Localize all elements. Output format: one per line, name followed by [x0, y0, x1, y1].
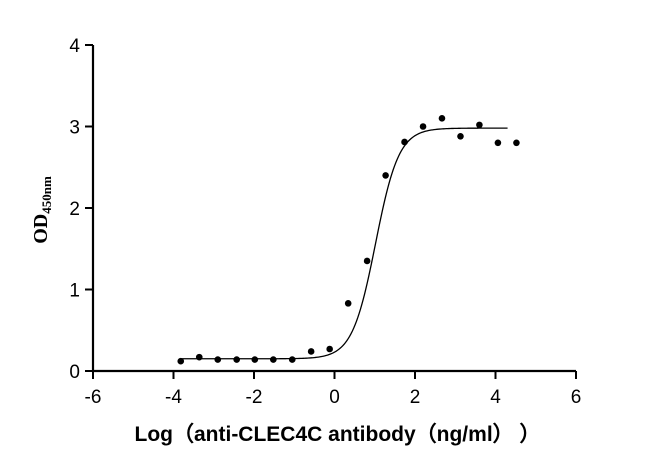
- data-point: [214, 356, 222, 363]
- y-axis-ticks: 0 1 2 3 4: [69, 36, 93, 383]
- x-axis-label: Log（anti-CLEC4C antibody（ng/ml） ）: [135, 422, 541, 446]
- y-tick-label: 0: [69, 362, 80, 383]
- data-point: [438, 115, 446, 122]
- x-tick-label: 6: [571, 387, 582, 408]
- data-point: [326, 345, 333, 353]
- data-point: [476, 121, 483, 129]
- x-tick-label: -2: [246, 387, 263, 408]
- x-tick-label: 4: [490, 387, 501, 408]
- data-point: [401, 138, 408, 146]
- y-axis-label: OD450nm: [30, 176, 54, 244]
- y-axis-label-subscript: 450nm: [39, 176, 54, 214]
- x-axis-ticks: -6 -4 -2 0 2 4 6: [85, 371, 582, 408]
- data-point: [307, 348, 315, 355]
- y-axis-label-main: OD: [30, 214, 52, 244]
- data-point: [513, 139, 520, 147]
- x-tick-label: 2: [410, 387, 421, 408]
- data-points: [177, 115, 520, 365]
- data-point: [288, 356, 296, 363]
- data-point: [457, 132, 464, 140]
- data-point: [195, 353, 203, 361]
- x-tick-label: -6: [85, 387, 102, 408]
- data-point: [494, 139, 502, 147]
- data-point: [419, 123, 427, 130]
- data-point: [344, 300, 352, 307]
- data-point: [233, 356, 240, 363]
- y-tick-label: 2: [69, 199, 80, 220]
- data-point: [177, 357, 185, 365]
- x-tick-label: -4: [165, 387, 182, 408]
- data-point: [363, 257, 371, 265]
- y-tick-label: 4: [69, 36, 80, 57]
- data-point: [251, 356, 259, 363]
- data-point: [270, 356, 277, 363]
- x-tick-label: 0: [329, 387, 340, 408]
- data-point: [382, 172, 389, 179]
- y-tick-label: 3: [69, 118, 80, 139]
- fit-curve: [180, 127, 508, 360]
- y-tick-label: 1: [69, 281, 80, 302]
